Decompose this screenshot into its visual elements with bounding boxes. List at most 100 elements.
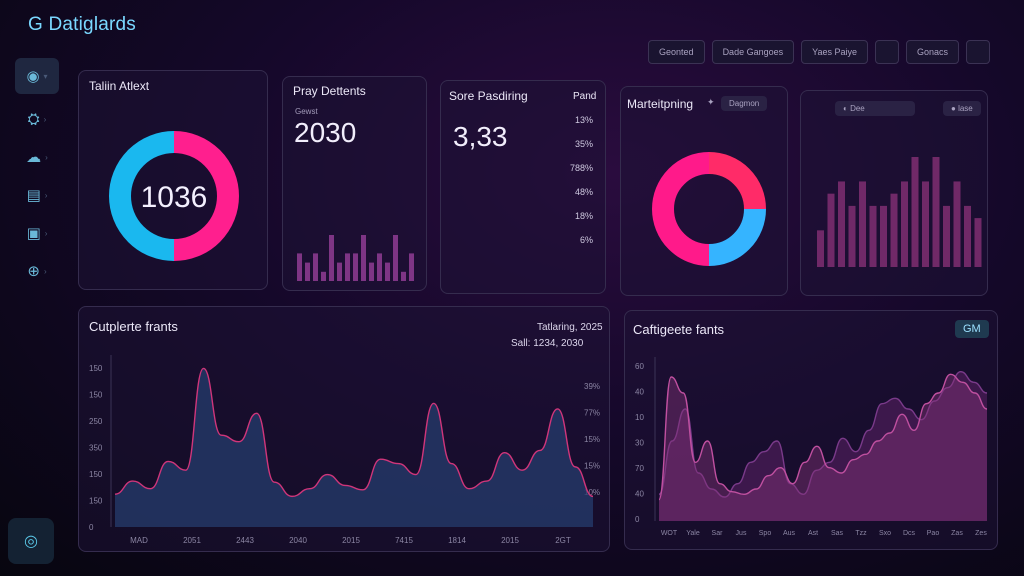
x-tick-label: 2GT bbox=[555, 536, 571, 545]
bar bbox=[922, 181, 929, 267]
x-tick-label: Aus bbox=[783, 530, 796, 537]
x-tick-label: Zes bbox=[975, 530, 987, 537]
chevron-icon: › bbox=[43, 114, 47, 124]
bar bbox=[361, 235, 366, 281]
y-tick-label: 150 bbox=[89, 391, 103, 400]
sidebar-item-users[interactable]: ⛭ › bbox=[15, 106, 59, 132]
toolbar-button-1[interactable]: Geonted bbox=[648, 40, 705, 64]
filter-tag[interactable]: ◐ Dee bbox=[835, 101, 915, 116]
bar bbox=[890, 193, 898, 267]
donut-slice bbox=[708, 208, 766, 266]
donut-slice bbox=[708, 152, 766, 210]
x-tick-label: WOT bbox=[661, 530, 678, 537]
bar bbox=[305, 262, 310, 281]
bar bbox=[943, 205, 950, 267]
bar bbox=[337, 262, 342, 281]
panel-marteitpning: Marteitpning ✦ Dagmon bbox=[620, 86, 788, 296]
percentage-item: 788% bbox=[569, 163, 593, 173]
x-tick-label: Jus bbox=[736, 530, 747, 537]
x-tick-label: Sxo bbox=[879, 530, 891, 537]
y-tick-label: 150 bbox=[89, 364, 103, 373]
document-icon: ▤ bbox=[26, 187, 41, 204]
bar-chart bbox=[297, 235, 414, 281]
y-tick-label: 0 bbox=[89, 523, 94, 532]
bar bbox=[377, 253, 382, 281]
bar bbox=[297, 253, 302, 281]
bar bbox=[932, 157, 940, 267]
panel-donut-total: Taliin Atlext 1036 bbox=[78, 70, 268, 290]
x-tick-label: 2015 bbox=[501, 536, 519, 545]
area-series-1-fill bbox=[659, 371, 987, 521]
y-tick-label: 150 bbox=[89, 497, 103, 506]
bar bbox=[313, 253, 318, 281]
panel-title: Marteitpning bbox=[627, 97, 694, 111]
bar bbox=[974, 218, 982, 267]
y-tick-label: 10 bbox=[635, 413, 644, 422]
bar bbox=[345, 253, 350, 281]
x-tick-label: MAD bbox=[130, 536, 148, 545]
bar-chart bbox=[817, 157, 982, 267]
metric-value: 3,33 bbox=[453, 121, 508, 152]
toolbar-button-6[interactable] bbox=[966, 40, 990, 64]
toggle-icon: ◐ bbox=[843, 104, 848, 113]
expand-icon[interactable]: ✦ bbox=[707, 97, 715, 107]
panel-meta: Tatlaring, 2025 bbox=[537, 322, 603, 333]
y-tick-label-right: 15% bbox=[584, 435, 600, 444]
status-badge[interactable]: GM bbox=[955, 320, 989, 338]
bar bbox=[329, 235, 334, 281]
percentage-item: 18% bbox=[574, 211, 593, 221]
donut-chart: 1036 bbox=[109, 131, 239, 261]
x-tick-label: Ast bbox=[808, 530, 818, 537]
metric-value: 2030 bbox=[294, 117, 357, 148]
toolbar-button-5[interactable]: Gonacs bbox=[905, 40, 959, 64]
area-series-2-fill bbox=[659, 374, 987, 521]
y-tick-label: 150 bbox=[89, 470, 103, 479]
x-tick-label: 2015 bbox=[342, 536, 360, 545]
sidebar-item-cloud[interactable]: ☁ › bbox=[15, 144, 59, 170]
filter-tag[interactable]: ● lase bbox=[943, 101, 981, 116]
sidebar-item-home[interactable]: ◉ ▾ bbox=[15, 58, 59, 94]
percentage-item: 13% bbox=[574, 115, 593, 125]
donut-slice bbox=[173, 131, 239, 261]
donut-slice bbox=[652, 152, 710, 266]
toolbar-button-4[interactable] bbox=[874, 40, 899, 64]
panel-caftigeete-fants: Caftigeete fants GM 60 40 10 30 70 40 0 WOT Yale… bbox=[624, 310, 998, 550]
y-tick-label-right: 77% bbox=[584, 409, 600, 418]
x-tick-label: 7415 bbox=[395, 536, 413, 545]
sidebar-item-docs[interactable]: ▤ › bbox=[15, 182, 59, 208]
panel-sore-pasdiring: Sore Pasdiring Pand 3,33 13% 35% 788% 48… bbox=[440, 80, 606, 294]
bar bbox=[964, 205, 971, 267]
filter-tag[interactable]: Dagmon bbox=[721, 96, 768, 111]
settings-button[interactable]: ◎ bbox=[8, 518, 54, 564]
toolbar-button-2[interactable]: Dade Gangoes bbox=[711, 40, 795, 64]
sidebar-item-files[interactable]: ▣ › bbox=[15, 220, 59, 246]
bar bbox=[409, 253, 414, 281]
x-tick-label: Yale bbox=[686, 530, 700, 537]
panel-title: Cutplerte frants bbox=[89, 319, 178, 334]
panel-title: Caftigeete fants bbox=[633, 322, 725, 337]
sidebar-item-globe[interactable]: ⊕ › bbox=[15, 258, 59, 284]
panel-title: Sore Pasdiring bbox=[449, 89, 528, 103]
bar bbox=[848, 205, 856, 267]
toolbar-button-3[interactable]: Yaes Paiye bbox=[801, 40, 868, 64]
bar bbox=[911, 157, 919, 267]
area-fill bbox=[115, 368, 593, 527]
area-chart: 60 40 10 30 70 40 0 WOT Yale Sar Jus Spo Aus Ast Sas Tz… bbox=[635, 357, 988, 537]
bar bbox=[880, 205, 887, 267]
x-tick-label: Dcs bbox=[903, 530, 916, 537]
y-tick-label-right: 15% bbox=[584, 462, 600, 471]
bar bbox=[869, 205, 877, 267]
x-tick-label: Zas bbox=[951, 530, 963, 537]
x-tick-label: Sas bbox=[831, 530, 844, 537]
y-tick-label: 0 bbox=[635, 515, 640, 524]
app-title: G Datiglards bbox=[28, 14, 136, 35]
bar bbox=[901, 181, 908, 267]
top-toolbar: Geonted Dade Gangoes Yaes Paiye Gonacs bbox=[648, 40, 990, 64]
x-tick-label: 2051 bbox=[183, 536, 201, 545]
percentage-item: 6% bbox=[579, 235, 593, 245]
donut-center-label: 1036 bbox=[141, 181, 208, 214]
y-tick-label-right: 10% bbox=[584, 488, 600, 497]
donut-slice bbox=[109, 131, 175, 261]
area-series-1-line bbox=[658, 370, 988, 498]
x-tick-label: Tzz bbox=[855, 530, 867, 537]
